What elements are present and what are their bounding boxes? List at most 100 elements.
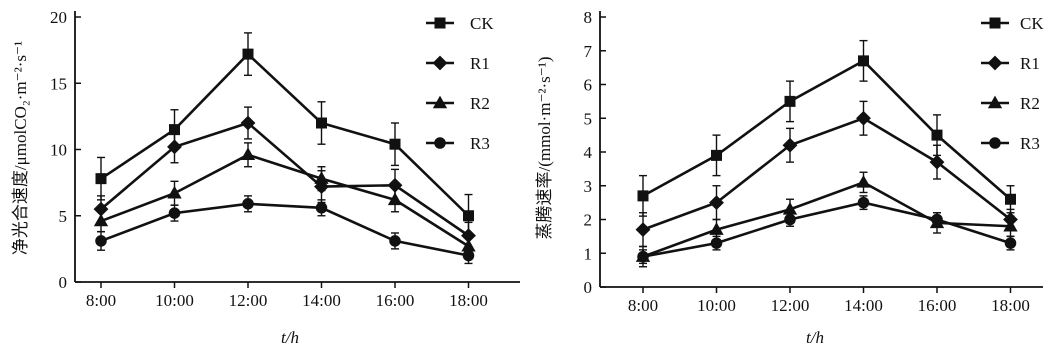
chart-net-photosynthesis-point-r3: [168, 207, 181, 219]
chart-transpiration-xtick-label: 18:00: [991, 296, 1030, 315]
chart-transpiration-legend-marker-r2: [987, 95, 1003, 109]
chart-net-photosynthesis-line-ck: [100, 52, 470, 217]
chart-transpiration-point-r2: [856, 174, 871, 188]
chart-net-photosynthesis-ytick-label: 10: [50, 141, 67, 160]
chart-net-photosynthesis-point-ck: [242, 48, 254, 60]
chart-transpiration-legend-marker-r3: [989, 137, 1001, 149]
chart-transpiration-point-ck: [1005, 193, 1016, 205]
chart-net-photosynthesis-point-r3: [315, 202, 328, 214]
chart-transpiration-point-r1: [929, 154, 945, 170]
chart-transpiration-legend-marker-r1: [987, 55, 1003, 71]
chart-transpiration-ytick-label: 6: [584, 76, 593, 95]
chart-net-photosynthesis-series-r1: [93, 106, 476, 250]
chart-transpiration-point-r3: [710, 237, 723, 249]
chart-transpiration-legend-marker-ck: [989, 17, 1001, 29]
chart-net-photosynthesis-point-r1: [387, 177, 403, 193]
chart-transpiration-xtick-label: 14:00: [844, 296, 883, 315]
chart-transpiration-legend: CK R1 R2 R3: [981, 14, 1044, 153]
chart-transpiration-point-r3: [637, 250, 649, 263]
chart-net-photosynthesis-legend-marker-r2: [432, 95, 448, 109]
chart-net-photosynthesis-point-r3: [95, 235, 107, 247]
chart-net-photosynthesis-point-r3: [242, 198, 254, 210]
chart-transpiration-series-r2: [635, 171, 1018, 268]
chart-transpiration-ytick-label: 1: [584, 244, 593, 263]
chart-net-photosynthesis-xtick-label: 14:00: [302, 291, 341, 310]
chart-transpiration-point-r3: [857, 196, 870, 209]
chart-net-photosynthesis-xtick-label: 10:00: [155, 291, 194, 310]
chart-transpiration-xlabel: t/h: [806, 328, 824, 347]
chart-net-photosynthesis-ytick-label: 0: [59, 273, 68, 292]
chart-net-photosynthesis-point-ck: [316, 117, 327, 129]
chart-transpiration-point-r1: [635, 222, 651, 238]
chart-net-photosynthesis-point-r1: [93, 201, 109, 217]
chart-transpiration-ytick-label: 5: [584, 109, 593, 128]
chart-net-photosynthesis-legend-marker-r3: [434, 137, 446, 149]
chart-transpiration-xtick-label: 16:00: [918, 296, 957, 315]
chart-net-photosynthesis: 净光合速度/μmolCO₂·m⁻²·s⁻¹ t/h CK R1 R2 R3 0 5 10 1…: [11, 8, 520, 347]
chart-transpiration-point-r2: [709, 222, 724, 235]
chart-transpiration-xtick-label: 10:00: [697, 296, 736, 315]
chart-net-photosynthesis-point-ck: [463, 210, 474, 222]
chart-net-photosynthesis-xtick-label: 12:00: [229, 291, 268, 310]
chart-net-photosynthesis-legend: CK R1 R2 R3: [426, 14, 494, 153]
chart-transpiration-legend-label-r1: R1: [1020, 54, 1040, 73]
chart-transpiration-legend-label-r3: R3: [1020, 134, 1040, 153]
chart-transpiration-xtick-label: 8:00: [628, 296, 658, 315]
chart-net-photosynthesis-point-r2: [240, 147, 256, 161]
chart-net-photosynthesis-xtick-label: 16:00: [376, 291, 415, 310]
chart-net-photosynthesis-point-r1: [240, 115, 256, 131]
chart-net-photosynthesis-point-r1: [167, 139, 182, 155]
chart-net-photosynthesis-point-r2: [461, 238, 476, 252]
chart-net-photosynthesis-ytick-label: 20: [50, 8, 67, 27]
chart-net-photosynthesis-ytick-label: 15: [50, 74, 67, 93]
chart-transpiration-point-r3: [1004, 237, 1017, 249]
chart-net-photosynthesis-point-r2: [93, 213, 109, 227]
chart-transpiration-point-r1: [709, 195, 724, 211]
chart-net-photosynthesis-legend-label-ck: CK: [470, 14, 494, 33]
chart-net-photosynthesis-legend-label-r2: R2: [470, 94, 490, 113]
chart-net-photosynthesis-series-r2: [93, 142, 476, 257]
chart-transpiration-point-ck: [711, 149, 722, 161]
chart-net-photosynthesis-xtick-label: 18:00: [449, 291, 488, 310]
chart-transpiration-series-ck: [637, 39, 1016, 217]
chart-net-photosynthesis-legend-marker-r1: [432, 55, 448, 71]
chart-transpiration-legend-label-ck: CK: [1020, 14, 1044, 33]
chart-transpiration-ytick-label: 2: [584, 211, 593, 230]
chart-transpiration-point-r3: [784, 213, 796, 226]
chart-transpiration-line-r1: [642, 116, 1012, 231]
chart-net-photosynthesis-xlabel: t/h: [281, 328, 299, 347]
chart-transpiration: 蒸腾速率/(mmol·m⁻²·s⁻¹) t/h CK R1 R2 R3 0 1 2 3 4 5 6…: [535, 8, 1044, 347]
chart-transpiration-legend-label-r2: R2: [1020, 94, 1040, 113]
chart-net-photosynthesis-point-ck: [389, 138, 401, 150]
chart-transpiration-point-ck: [858, 55, 869, 67]
chart-net-photosynthesis-point-ck: [169, 124, 180, 136]
chart-transpiration-line-ck: [642, 59, 1012, 201]
chart-net-photosynthesis-legend-label-r1: R1: [470, 54, 490, 73]
chart-transpiration-line-r3: [642, 201, 1011, 258]
chart-transpiration-ytick-label: 3: [584, 177, 593, 196]
chart-transpiration-ytick-label: 8: [584, 8, 593, 27]
chart-net-photosynthesis-series-r3: [95, 195, 475, 265]
chart-transpiration-point-ck: [931, 129, 943, 141]
chart-transpiration-point-ck: [637, 190, 649, 202]
chart-transpiration-point-r3: [931, 213, 943, 226]
chart-transpiration-ytick-label: 0: [584, 278, 593, 297]
chart-net-photosynthesis-point-r2: [167, 185, 182, 199]
chart-net-photosynthesis-point-r2: [314, 171, 329, 184]
chart-transpiration-point-r1: [782, 137, 798, 153]
chart-net-photosynthesis-line-r3: [100, 202, 469, 257]
chart-transpiration-ytick-label: 4: [584, 143, 593, 162]
chart-net-photosynthesis-point-r3: [462, 249, 475, 262]
chart-net-photosynthesis-point-r1: [461, 228, 476, 244]
chart-net-photosynthesis-ylabel: 净光合速度/μmolCO₂·m⁻²·s⁻¹: [11, 41, 30, 255]
chart-net-photosynthesis-legend-label-r3: R3: [470, 134, 490, 153]
chart-transpiration-xtick-label: 12:00: [771, 296, 810, 315]
chart-transpiration-point-r2: [1003, 218, 1018, 232]
chart-transpiration-ylabel: 蒸腾速率/(mmol·m⁻²·s⁻¹): [535, 56, 554, 239]
chart-transpiration-series-r3: [637, 195, 1017, 265]
chart-net-photosynthesis-point-r3: [389, 235, 401, 247]
chart-net-photosynthesis-line-r1: [100, 121, 470, 237]
chart-net-photosynthesis-ytick-label: 5: [59, 207, 68, 226]
chart-net-photosynthesis-point-r2: [387, 192, 403, 206]
